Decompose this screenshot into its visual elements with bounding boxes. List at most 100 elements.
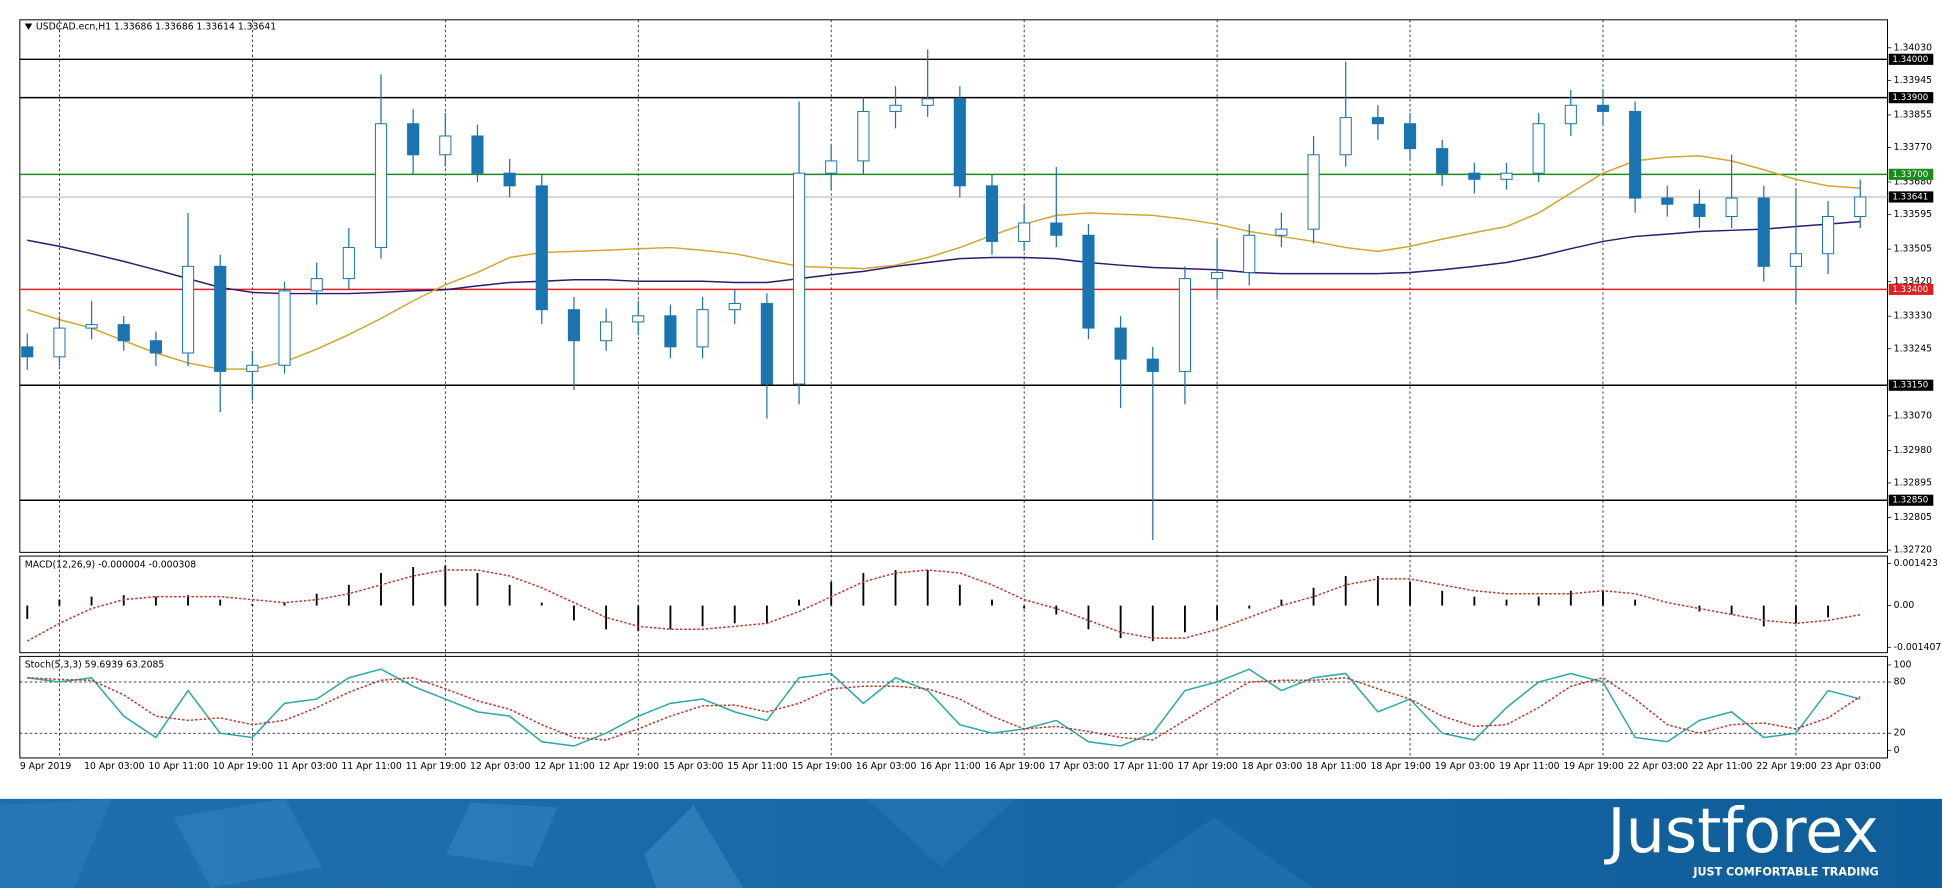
level-label: 1.33700 (1892, 170, 1928, 180)
candle-body (214, 265, 227, 372)
y-tick-label: 1.33945 (1894, 75, 1932, 86)
level-label: 1.33900 (1892, 93, 1928, 103)
candle-body (149, 340, 162, 354)
candle-body (1725, 197, 1738, 217)
x-tick-label: 12 Apr 03:00 (470, 761, 531, 772)
candle-body (1532, 123, 1545, 174)
x-tick-label: 16 Apr 03:00 (856, 761, 917, 772)
candle-body (1596, 104, 1610, 112)
candle-body (1564, 104, 1577, 125)
candle-body (600, 321, 613, 342)
candle-body (1018, 222, 1031, 242)
candle-body (921, 98, 934, 106)
candle-body (471, 135, 484, 174)
x-tick-label: 18 Apr 03:00 (1242, 761, 1303, 772)
candle-body (632, 315, 645, 323)
price-tag (1888, 191, 1934, 203)
x-tick-label: 18 Apr 19:00 (1370, 761, 1431, 772)
candle-body (1307, 154, 1320, 230)
chart-title: USDCAD.ecn,H1 1.33686 1.33686 1.33614 1.… (36, 22, 276, 33)
x-tick-label: 22 Apr 11:00 (1692, 761, 1753, 772)
candle-body (342, 247, 355, 280)
main-panel (19, 19, 1888, 553)
y-tick-label: 1.33505 (1894, 244, 1932, 255)
x-tick-label: 19 Apr 19:00 (1563, 761, 1624, 772)
candle-body (53, 327, 66, 358)
x-tick-label: 15 Apr 03:00 (663, 761, 724, 772)
x-tick-label: 9 Apr 2019 (20, 761, 72, 772)
banner-shape (644, 805, 744, 888)
candle-body (696, 309, 709, 348)
banner-shape (1114, 817, 1313, 888)
y-tick-label: 1.32895 (1894, 477, 1932, 488)
candle-body (1146, 358, 1159, 372)
y-tick-label: -0.001407 (1894, 642, 1942, 653)
level-tag (1888, 53, 1934, 65)
y-tick-label: 1.34030 (1894, 42, 1932, 53)
candle-body (664, 315, 677, 348)
candle-body (1275, 228, 1288, 236)
candle-body (567, 309, 581, 342)
y-tick-label: 1.33070 (1894, 410, 1932, 421)
y-tick-label: 1.33245 (1894, 343, 1932, 354)
x-tick-label: 22 Apr 19:00 (1756, 761, 1817, 772)
x-tick-label: 17 Apr 03:00 (1049, 761, 1110, 772)
stoch-panel (19, 655, 1888, 759)
candle-body (407, 123, 420, 156)
x-tick-label: 17 Apr 11:00 (1113, 761, 1174, 772)
moving-average (27, 220, 1861, 295)
candle-body (760, 303, 773, 385)
level-label: 1.33150 (1892, 381, 1928, 391)
candle-body (1339, 117, 1352, 156)
candle-body (85, 324, 98, 329)
banner: Justforex JUST COMFORTABLE TRADING (0, 795, 1942, 888)
moving-average (27, 155, 1861, 370)
candle-body (503, 172, 516, 187)
y-tick-label: 1.33330 (1894, 311, 1932, 322)
x-tick-label: 15 Apr 11:00 (727, 761, 788, 772)
x-tick-label: 11 Apr 19:00 (406, 761, 467, 772)
candle-body (1436, 148, 1449, 174)
logo: Justforex (1603, 795, 1878, 867)
candle-body (1822, 216, 1835, 255)
candle-body (246, 364, 259, 372)
candle-body (1211, 271, 1224, 280)
y-tick-label: 20 (1894, 728, 1906, 739)
candle-body (1693, 203, 1706, 217)
y-tick-label: 1.33770 (1894, 142, 1932, 153)
candle-body (181, 265, 195, 354)
candle-body (728, 303, 741, 311)
candle-body (1757, 197, 1770, 267)
level-label: 1.32850 (1892, 496, 1928, 506)
candle-body (953, 98, 966, 187)
x-tick-label: 19 Apr 03:00 (1435, 761, 1496, 772)
candle-body (1468, 172, 1481, 180)
plot-layer: 1.34030 1.33945 1.33855 1.33770 1.33680 1.335… (19, 19, 1942, 772)
background (0, 0, 1942, 799)
x-tick-label: 10 Apr 03:00 (84, 761, 145, 772)
x-tick-label: 15 Apr 19:00 (792, 761, 853, 772)
x-tick-label: 12 Apr 11:00 (534, 761, 595, 772)
candle-body (1629, 110, 1642, 199)
candle-body (1500, 172, 1513, 180)
candle-body (310, 278, 323, 292)
candle-body (1661, 197, 1674, 205)
macd-panel (19, 555, 1888, 654)
y-tick-label: 0.00 (1894, 600, 1915, 611)
candle-body (535, 185, 548, 311)
candle-body (985, 185, 999, 242)
x-tick-label: 16 Apr 11:00 (920, 761, 981, 772)
level-tag (1888, 379, 1934, 391)
x-tick-label: 12 Apr 19:00 (599, 761, 660, 772)
candle-body (1371, 117, 1384, 125)
level-label: 1.34000 (1892, 55, 1928, 65)
candle-body (1114, 327, 1127, 360)
y-tick-label: 1.33855 (1894, 109, 1932, 120)
candle-body (278, 290, 291, 366)
level-tag (1888, 92, 1934, 104)
candle-body (825, 160, 838, 174)
x-tick-label: 22 Apr 03:00 (1628, 761, 1689, 772)
level-tag (1888, 494, 1934, 506)
stoch-line (27, 668, 1861, 747)
